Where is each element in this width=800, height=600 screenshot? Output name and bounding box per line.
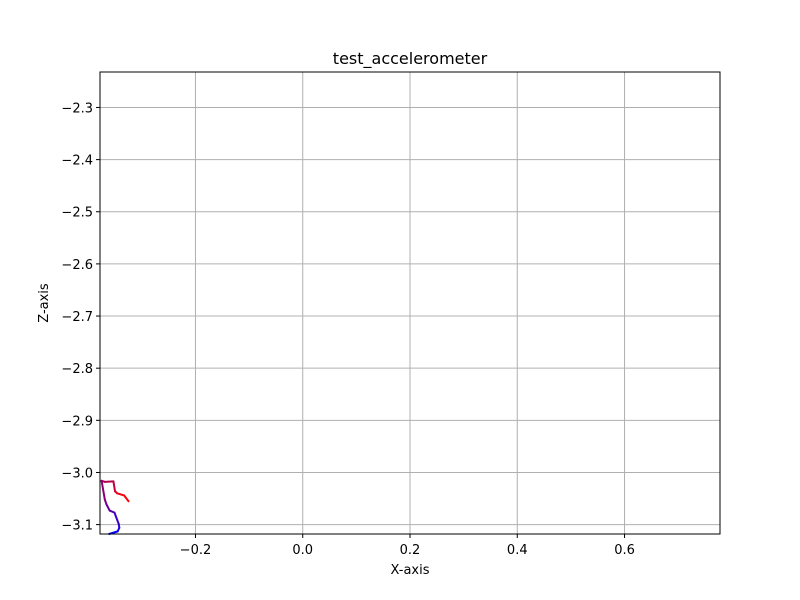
y-tick-label: −2.7 (61, 310, 93, 325)
grid (100, 72, 720, 534)
y-tick-label: −3.1 (61, 519, 93, 534)
y-tick-label: −2.4 (61, 154, 93, 169)
data-series-line (100, 479, 130, 535)
chart-title: test_accelerometer (333, 49, 488, 69)
series-segment (112, 480, 117, 493)
x-tick-label: 0.0 (292, 543, 313, 558)
series-segment (116, 492, 126, 497)
y-tick-label: −3.0 (61, 466, 93, 481)
y-tick-label: −2.9 (61, 414, 93, 429)
x-axis-ticks: −0.2 0.0 0.2 0.4 0.6 (180, 534, 635, 558)
y-axis-ticks: −2.3 −2.4 −2.5 −2.6 −2.7 −2.8 −2.9 −3.0 −3.1 (61, 101, 100, 534)
y-tick-label: −2.3 (61, 101, 93, 116)
x-tick-label: −0.2 (180, 543, 212, 558)
series-segment (100, 479, 106, 501)
x-tick-label: 0.6 (614, 543, 635, 558)
series-segment (105, 503, 111, 512)
y-tick-label: −2.5 (61, 206, 93, 221)
x-tick-label: 0.2 (400, 543, 421, 558)
y-tick-label: −2.6 (61, 258, 93, 273)
x-tick-label: 0.4 (507, 543, 528, 558)
y-tick-label: −2.8 (61, 362, 93, 377)
series-segment (103, 480, 115, 483)
x-axis-label: X-axis (391, 563, 430, 578)
series-segment (113, 511, 120, 526)
series-segment (123, 494, 130, 503)
y-axis-label: Z-axis (37, 283, 52, 323)
